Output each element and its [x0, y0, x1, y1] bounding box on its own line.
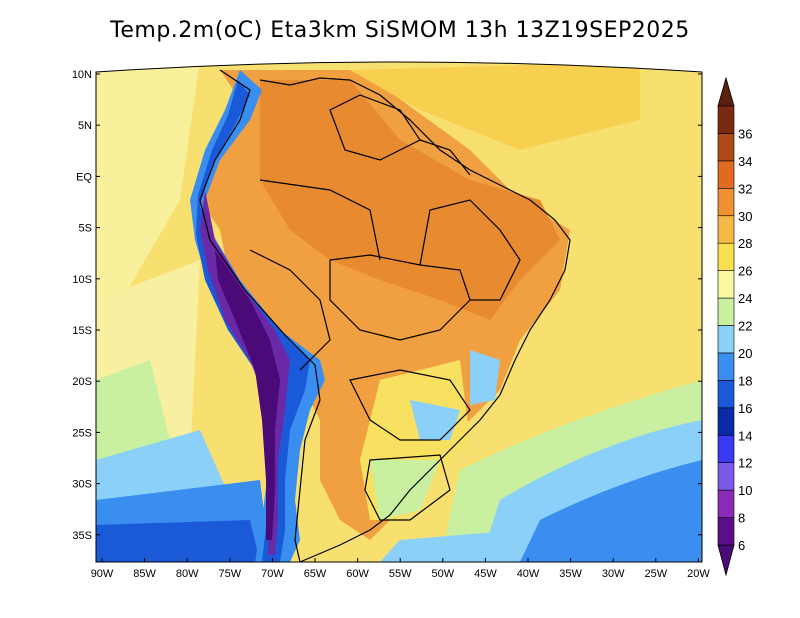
lat-label: 5S	[79, 223, 92, 235]
colorbar-segment	[717, 434, 735, 463]
colorbar-label: 32	[738, 181, 752, 196]
colorbar-label: 30	[738, 209, 752, 224]
temperature-field	[96, 62, 702, 562]
lat-label: 35S	[72, 530, 92, 542]
lat-label: 10S	[72, 274, 92, 286]
colorbar-segment	[717, 105, 735, 134]
colorbar-label: 26	[738, 264, 752, 279]
lon-label: 45W	[474, 568, 497, 580]
colorbar-segment	[717, 407, 735, 436]
lon-label: 85W	[133, 568, 156, 580]
lon-label: 80W	[176, 568, 199, 580]
colorbar-label: 6	[738, 538, 745, 553]
lon-label: 75W	[218, 568, 241, 580]
colorbar-label: 24	[738, 291, 752, 306]
colorbar-segment	[717, 517, 735, 546]
colorbar-label: 28	[738, 236, 752, 251]
colorbar-label: 14	[738, 428, 752, 443]
chart-title: Temp.2m(oC) Eta3km SiSMOM 13h 13Z19SEP20…	[110, 18, 690, 43]
colorbar: 6 8 10 12 14 16 18 20 22 24 26 28 30 32 34 36	[717, 76, 752, 577]
colorbar-label: 34	[738, 154, 752, 169]
colorbar-segment	[717, 242, 735, 271]
colorbar-segment	[717, 489, 735, 518]
colorbar-label: 12	[738, 456, 752, 471]
lat-label: 30S	[72, 479, 92, 491]
lat-label: EQ	[76, 171, 92, 183]
colorbar-segment	[717, 352, 735, 381]
lat-label: 20S	[72, 376, 92, 388]
colorbar-label: 18	[738, 373, 752, 388]
colorbar-label: 8	[738, 511, 745, 526]
lon-label: 35W	[559, 568, 582, 580]
country-borders	[199, 69, 571, 563]
colorbar-segment	[717, 133, 735, 162]
lon-label: 25W	[644, 568, 667, 580]
lat-label: 25S	[72, 427, 92, 439]
lat-axis: 10N 5N EQ 5S 10S 15S 20S 25S 30S 35S	[72, 69, 702, 542]
lat-label: 15S	[72, 325, 92, 337]
lon-label: 50W	[431, 568, 454, 580]
lon-axis: 90W 85W 80W 75W 70W 65W 60W 55W 50W 45W 40W 35W 30W 2…	[91, 558, 710, 580]
colorbar-segment	[717, 325, 735, 354]
lon-label: 60W	[346, 568, 369, 580]
lon-label: 20W	[687, 568, 710, 580]
colorbar-segment	[717, 160, 735, 189]
colorbar-under-arrow	[717, 544, 735, 577]
lon-label: 40W	[517, 568, 540, 580]
colorbar-segment	[717, 380, 735, 409]
colorbar-label: 16	[738, 401, 752, 416]
colorbar-segment	[717, 188, 735, 217]
lon-label: 90W	[91, 568, 114, 580]
colorbar-label: 10	[738, 483, 752, 498]
colorbar-segment	[717, 462, 735, 491]
lat-label: 10N	[72, 69, 92, 81]
colorbar-over-arrow	[717, 76, 735, 107]
colorbar-segment	[717, 297, 735, 326]
colorbar-label: 36	[738, 126, 752, 141]
lon-label: 30W	[602, 568, 625, 580]
colorbar-label: 22	[738, 319, 752, 334]
lon-label: 70W	[261, 568, 284, 580]
lon-label: 65W	[304, 568, 327, 580]
colorbar-label: 20	[738, 346, 752, 361]
lat-label: 5N	[78, 120, 92, 132]
lon-label: 55W	[389, 568, 412, 580]
map-frame	[95, 61, 703, 563]
colorbar-segment	[717, 215, 735, 244]
colorbar-segment	[717, 270, 735, 299]
